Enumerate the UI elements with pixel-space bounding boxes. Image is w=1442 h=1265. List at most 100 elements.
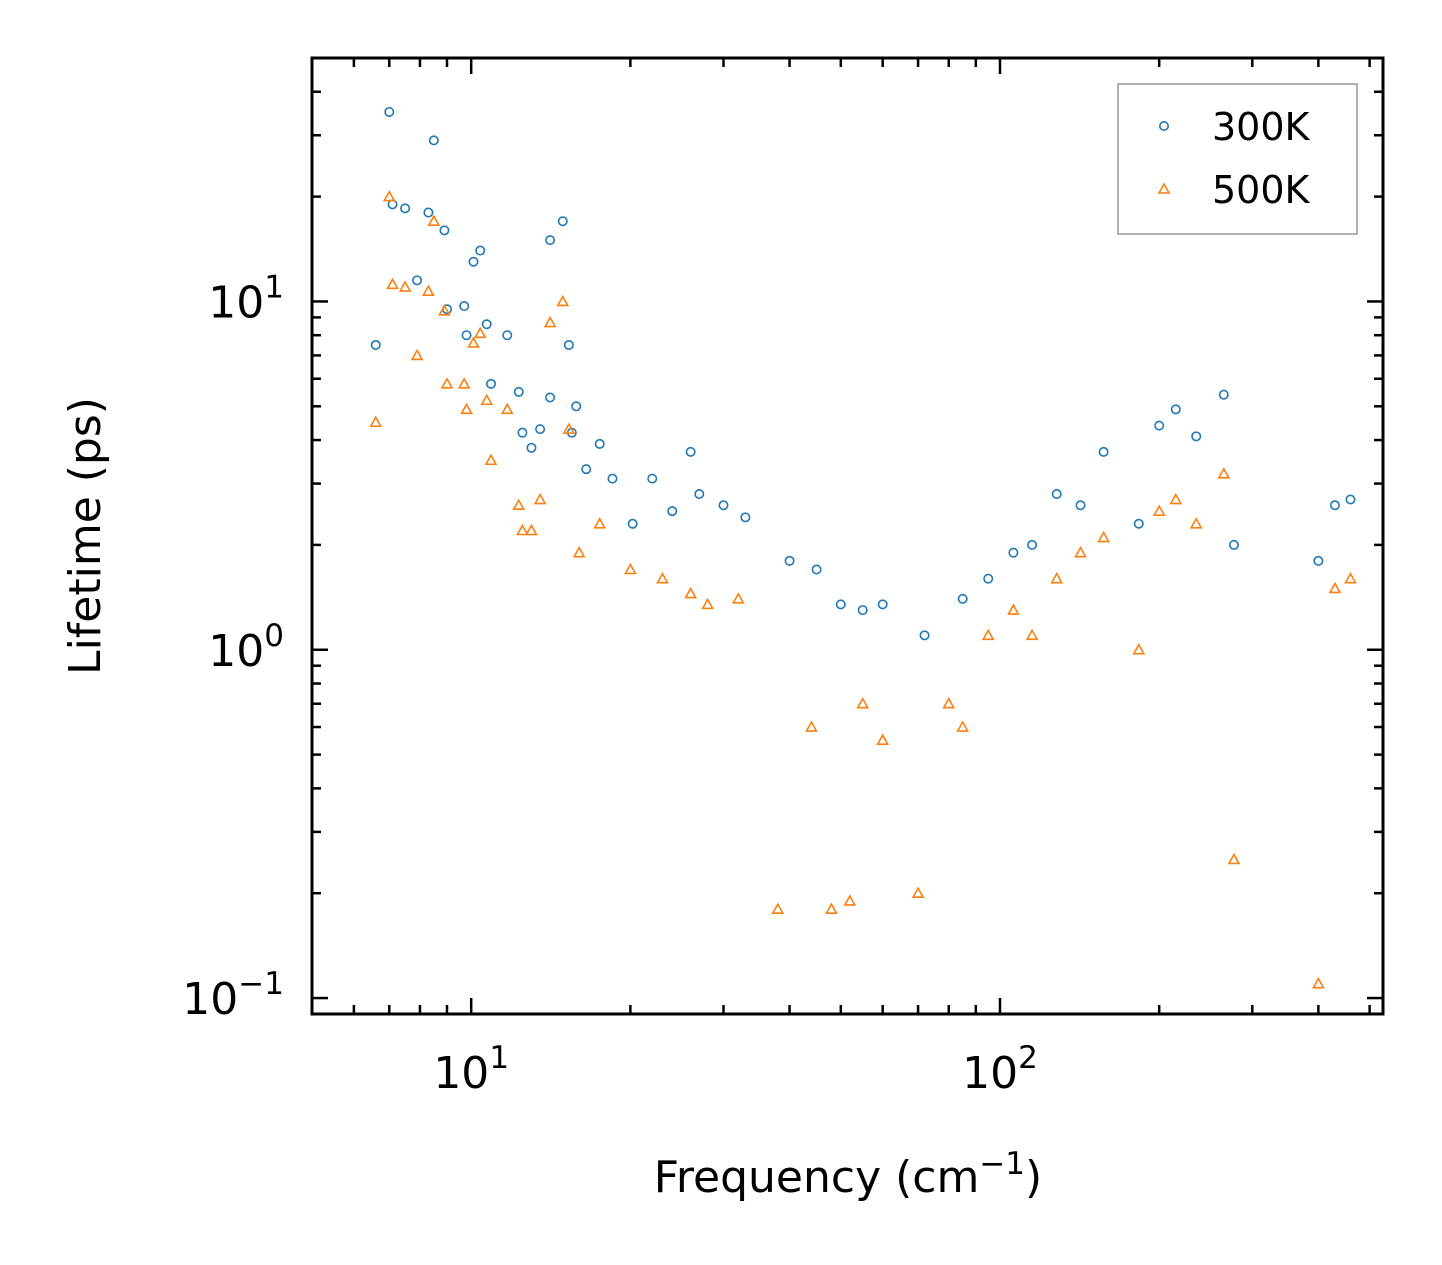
data-point (1227, 852, 1241, 865)
data-point (1007, 603, 1020, 615)
data-point (1191, 431, 1202, 442)
data-point (467, 336, 480, 348)
data-point (701, 597, 715, 610)
data-point (513, 386, 524, 397)
data-point (423, 207, 434, 218)
data-point (835, 599, 846, 610)
data-point (805, 720, 818, 732)
data-point (1328, 581, 1342, 594)
data-point (1169, 492, 1183, 505)
data-point (457, 377, 471, 389)
data-point (382, 189, 396, 202)
data-point (1154, 420, 1165, 431)
data-point (460, 402, 473, 415)
data-point (1027, 539, 1038, 550)
y-tick-label: 10−1 (182, 966, 284, 1025)
data-point (370, 339, 381, 350)
data-point (877, 599, 888, 610)
data-point (440, 377, 454, 389)
data-point (857, 605, 868, 616)
data-point (740, 512, 751, 523)
data-point (512, 498, 526, 511)
data-point (1133, 518, 1144, 529)
data-point (876, 733, 890, 745)
data-point (1050, 572, 1064, 584)
data-point (562, 422, 576, 434)
data-point (856, 697, 870, 709)
data-point (468, 256, 479, 267)
x-tick-label: 102 (962, 1040, 1038, 1099)
data-point (647, 473, 658, 484)
data-point (1312, 976, 1325, 989)
data-point (480, 393, 494, 406)
legend-marker-300K (1159, 121, 1170, 132)
data-point (535, 424, 546, 435)
data-point (545, 392, 556, 403)
data-point (784, 555, 795, 566)
data-point (557, 216, 568, 227)
y-axis-label: Lifetime (ps) (60, 397, 111, 675)
data-point (1097, 530, 1110, 543)
data-point (545, 235, 556, 246)
tick-labels: 101 102 10−1 100 101 (182, 269, 1038, 1099)
data-point (1218, 389, 1229, 400)
data-point (942, 697, 956, 709)
data-point (1189, 517, 1203, 529)
legend: 300K 500K (1117, 83, 1358, 235)
data-point (957, 593, 968, 604)
data-point (1329, 500, 1340, 511)
series-300K (370, 106, 1356, 641)
data-point (656, 572, 669, 584)
data-point (981, 628, 995, 641)
data-point (667, 506, 678, 517)
legend-label: 500K (1212, 168, 1311, 212)
data-point (473, 326, 487, 339)
data-point (1152, 504, 1166, 516)
data-point (1008, 547, 1019, 558)
data-point (384, 106, 395, 117)
data-points (369, 106, 1357, 989)
data-point (1217, 467, 1231, 479)
data-point (369, 415, 383, 428)
data-point (556, 294, 570, 307)
legend-box (1117, 83, 1358, 235)
data-point (400, 203, 411, 214)
data-point (685, 446, 696, 457)
data-point (563, 339, 574, 350)
data-point (1313, 555, 1324, 566)
data-point (825, 902, 838, 914)
data-point (475, 245, 486, 256)
legend-label: 300K (1212, 105, 1311, 149)
data-point (983, 573, 994, 584)
data-point (387, 199, 398, 210)
data-point (1132, 643, 1146, 655)
data-point (731, 592, 745, 604)
data-point (398, 280, 412, 292)
data-point (607, 473, 618, 484)
data-point (1170, 404, 1181, 415)
data-point (1228, 539, 1239, 550)
data-point (1345, 494, 1356, 505)
data-point (516, 523, 529, 536)
data-point (1098, 446, 1109, 457)
data-point (624, 562, 637, 575)
data-point (1051, 489, 1062, 500)
data-point (911, 886, 925, 899)
data-point (439, 225, 450, 236)
data-point (386, 277, 399, 290)
data-point (1075, 500, 1086, 511)
plot-frame (310, 56, 1385, 1016)
data-point (410, 348, 424, 361)
data-point (594, 438, 605, 449)
data-point (1074, 546, 1087, 558)
data-point (422, 284, 435, 297)
data-point (427, 214, 441, 226)
data-point (771, 902, 785, 914)
data-point (533, 492, 547, 505)
data-point (956, 720, 970, 732)
data-point (481, 319, 492, 330)
data-point (526, 442, 537, 453)
data-point (525, 523, 538, 536)
data-point (1025, 628, 1039, 641)
